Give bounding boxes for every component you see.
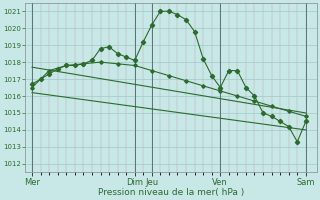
X-axis label: Pression niveau de la mer( hPa ): Pression niveau de la mer( hPa ) (98, 188, 244, 197)
